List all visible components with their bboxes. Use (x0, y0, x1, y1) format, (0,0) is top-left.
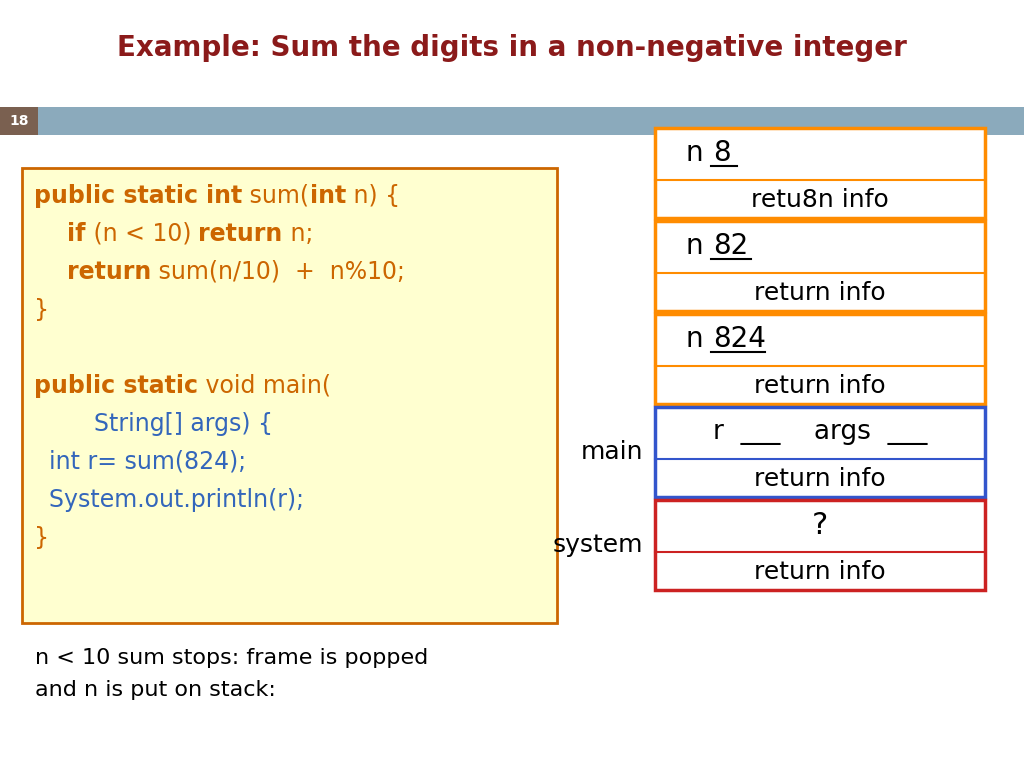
Bar (0, 107, 1024, 135)
Text: 82: 82 (713, 232, 749, 260)
Text: return: return (199, 222, 283, 246)
Bar (655, 221, 985, 311)
Text: n: n (685, 139, 702, 167)
Bar (655, 314, 985, 404)
Text: int: int (206, 184, 243, 208)
Bar (0, 107, 38, 135)
Text: ?: ? (812, 511, 828, 540)
Text: return: return (34, 260, 152, 284)
Text: }: } (34, 298, 49, 322)
Text: r  ___    args  ___: r ___ args ___ (713, 419, 927, 445)
Text: sum(n/10)  +  n%10;: sum(n/10) + n%10; (152, 260, 406, 284)
Bar (655, 128, 985, 218)
Text: main: main (581, 440, 643, 464)
Text: if: if (34, 222, 85, 246)
Text: return info: return info (755, 560, 886, 584)
Text: 18: 18 (9, 114, 29, 128)
Text: int: int (309, 184, 346, 208)
Text: String[] args) {: String[] args) { (34, 412, 273, 436)
Text: public static: public static (34, 184, 206, 208)
Text: return info: return info (755, 281, 886, 305)
Text: void main(: void main( (198, 374, 331, 398)
Text: system: system (553, 533, 643, 557)
Text: n;: n; (283, 222, 313, 246)
Text: (n < 10): (n < 10) (85, 222, 199, 246)
Text: 824: 824 (713, 325, 766, 353)
Text: public static: public static (34, 374, 198, 398)
Text: }: } (34, 526, 49, 550)
Text: Example: Sum the digits in a non-negative integer: Example: Sum the digits in a non-negativ… (117, 34, 907, 62)
Text: n) {: n) { (346, 184, 400, 208)
Text: n: n (685, 325, 702, 353)
Text: and n is put on stack:: and n is put on stack: (35, 680, 275, 700)
Text: sum(: sum( (243, 184, 309, 208)
Text: n < 10 sum stops: frame is popped: n < 10 sum stops: frame is popped (35, 648, 428, 668)
Text: return info: return info (755, 374, 886, 398)
Text: 8: 8 (713, 139, 731, 167)
Text: n: n (685, 232, 702, 260)
Bar (655, 407, 985, 497)
Text: System.out.println(r);: System.out.println(r); (34, 488, 304, 512)
Text: retu8n info: retu8n info (752, 188, 889, 212)
Bar (22, 168, 557, 623)
Text: int r= sum(824);: int r= sum(824); (34, 450, 246, 474)
Bar (655, 500, 985, 590)
Text: return info: return info (755, 467, 886, 491)
